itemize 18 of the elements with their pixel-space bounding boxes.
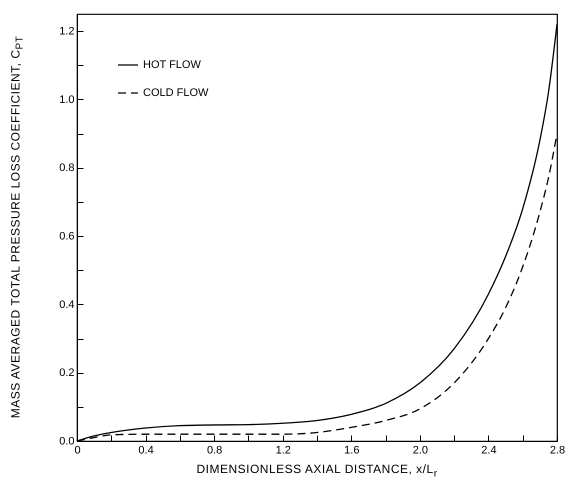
legend-label: COLD FLOW — [143, 87, 210, 99]
x-tick-label: 2.0 — [412, 444, 428, 456]
y-tick-label: 1.0 — [59, 94, 74, 106]
y-tick-label: 1.2 — [59, 26, 74, 38]
x-tick-label: 2.4 — [481, 444, 497, 456]
x-axis-title: DIMENSIONLESS AXIAL DISTANCE, x/L$_{r}$ — [195, 462, 439, 480]
y-tick-label: 0.2 — [59, 367, 74, 380]
y-tick-label: 0.0 — [59, 436, 74, 448]
y-tick-label: 0.4 — [59, 298, 74, 311]
x-tick-label: 1.2 — [276, 444, 291, 456]
y-tick-label: 0.8 — [59, 162, 74, 174]
x-tick-label: 1.6 — [344, 444, 360, 456]
x-tick-label: 2.8 — [550, 444, 566, 456]
x-tick-label: 0 — [74, 444, 81, 456]
x-tick-label: 0.4 — [138, 444, 154, 456]
legend-label: HOT FLOW — [143, 59, 202, 71]
y-tick-label: 0.6 — [59, 230, 74, 243]
x-tick-label: 0.8 — [206, 444, 222, 456]
